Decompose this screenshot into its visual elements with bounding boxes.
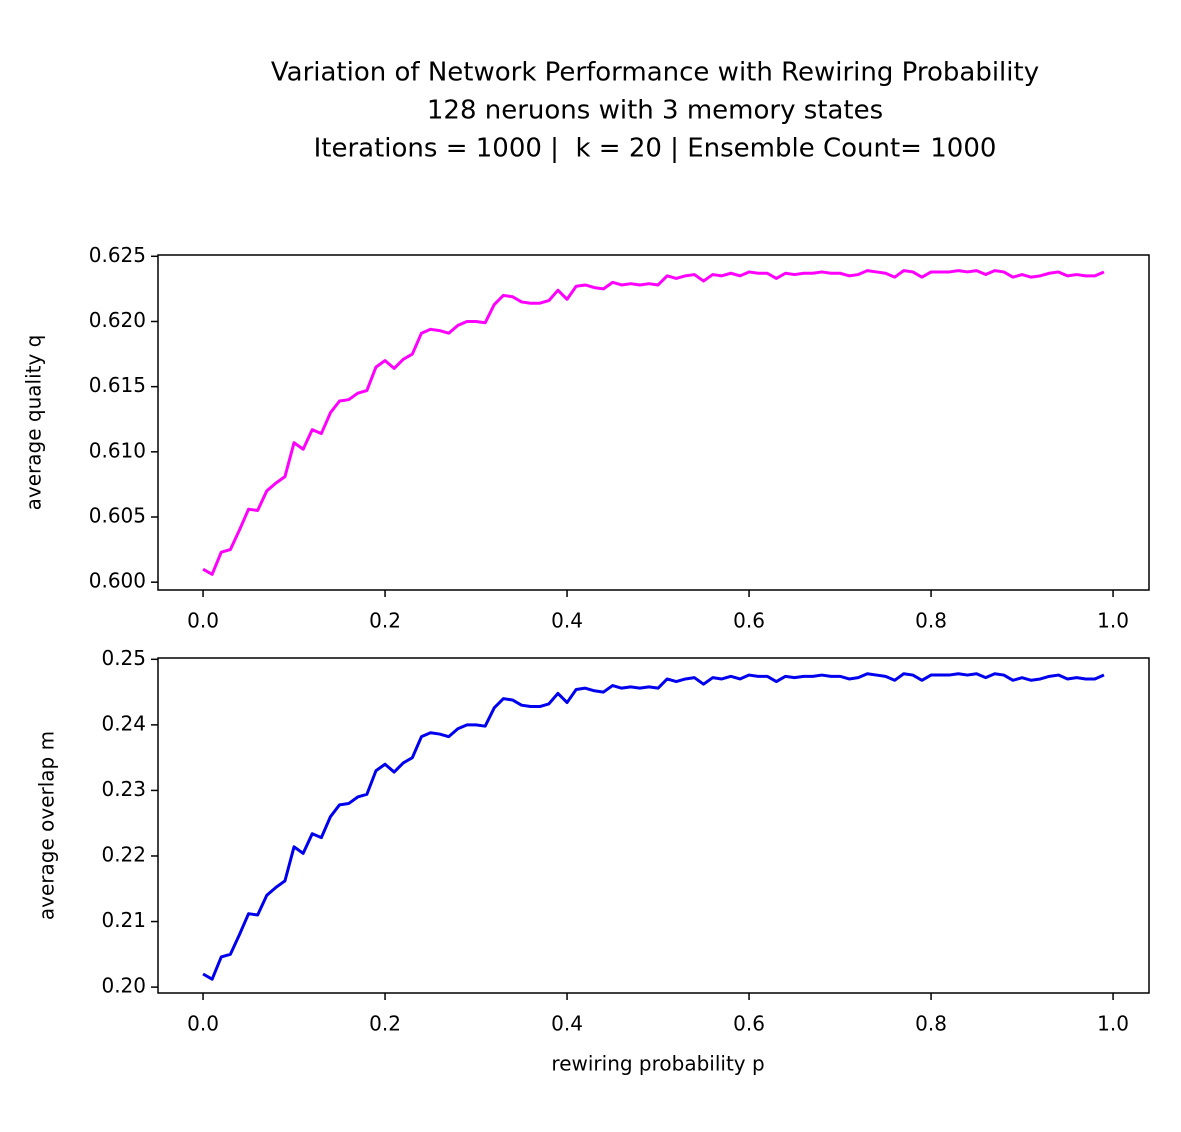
y-tick-label: 0.21 bbox=[101, 908, 146, 932]
y-axis-label: average overlap m bbox=[35, 731, 59, 920]
x-tick-label: 0.6 bbox=[733, 1012, 765, 1036]
axes-frame bbox=[157, 254, 1150, 591]
title-line: Iterations = 1000 | k = 20 | Ensemble Co… bbox=[314, 134, 997, 164]
x-tick-label: 1.0 bbox=[1097, 1012, 1129, 1036]
x-tick-label: 0.8 bbox=[915, 1012, 947, 1036]
x-tick-label: 0.2 bbox=[369, 1012, 401, 1036]
y-tick-label: 0.620 bbox=[89, 308, 146, 332]
axes-frame bbox=[157, 657, 1150, 994]
y-tick-label: 0.24 bbox=[101, 711, 146, 735]
y-tick-label: 0.605 bbox=[89, 504, 146, 528]
x-tick-label: 0.2 bbox=[369, 609, 401, 633]
x-tick-label: 0.0 bbox=[187, 1012, 219, 1036]
x-tick-label: 1.0 bbox=[1097, 609, 1129, 633]
y-tick-label: 0.23 bbox=[101, 777, 146, 801]
line bbox=[202, 269, 1105, 576]
y-tick-label: 0.22 bbox=[101, 842, 146, 866]
x-axis-label: rewiring probability p bbox=[551, 1052, 764, 1076]
y-tick-label: 0.20 bbox=[101, 974, 146, 998]
x-tick-label: 0.8 bbox=[915, 609, 947, 633]
x-tick-label: 0.4 bbox=[551, 609, 583, 633]
y-tick-label: 0.610 bbox=[89, 438, 146, 462]
x-tick-label: 0.4 bbox=[551, 1012, 583, 1036]
line bbox=[202, 672, 1105, 981]
x-tick-label: 0.0 bbox=[187, 609, 219, 633]
y-tick-label: 0.600 bbox=[89, 569, 146, 593]
x-tick-label: 0.6 bbox=[733, 609, 765, 633]
y-tick-label: 0.625 bbox=[89, 243, 146, 267]
y-tick-label: 0.25 bbox=[101, 646, 146, 670]
y-axis-label: average quality q bbox=[22, 335, 46, 511]
title-line: 128 neruons with 3 memory states bbox=[427, 96, 883, 126]
y-tick-label: 0.615 bbox=[89, 373, 146, 397]
title-line: Variation of Network Performance with Re… bbox=[271, 58, 1039, 88]
